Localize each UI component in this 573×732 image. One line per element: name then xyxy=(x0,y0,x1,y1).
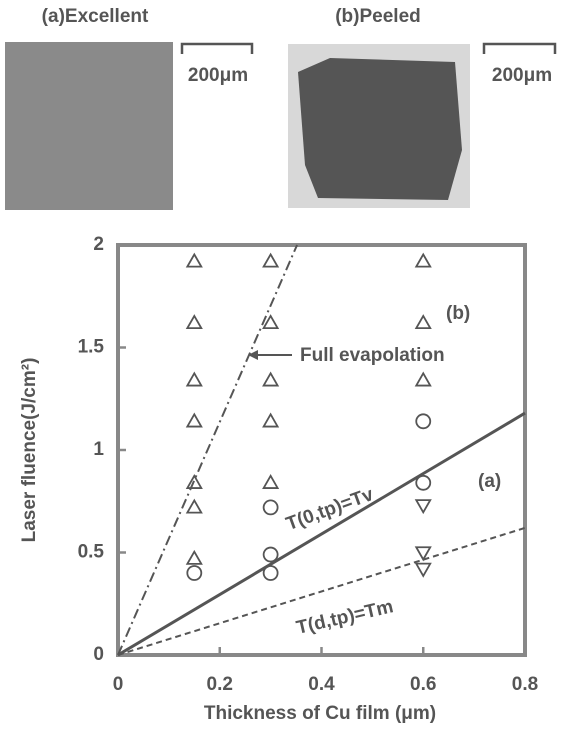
annotation: (b) xyxy=(446,303,470,324)
point xyxy=(185,473,203,489)
point xyxy=(185,498,203,514)
scale-bar xyxy=(482,42,557,54)
x-tick-label: 0.8 xyxy=(512,674,538,695)
point xyxy=(262,499,279,516)
y-tick-label: 1 xyxy=(93,439,104,460)
point xyxy=(262,412,280,428)
photo-excellent xyxy=(5,42,173,210)
annotation: (a) xyxy=(478,471,501,492)
y-tick-label: 1.5 xyxy=(78,337,105,358)
fit-line xyxy=(117,411,526,657)
x-axis-label: Thickness of Cu film (μm) xyxy=(204,703,436,724)
arrow-head xyxy=(248,350,258,360)
point xyxy=(414,562,432,578)
point xyxy=(414,499,432,515)
point xyxy=(185,412,203,428)
point xyxy=(414,546,432,562)
scale-bar xyxy=(180,42,254,54)
point xyxy=(185,252,203,268)
photo-peeled xyxy=(298,58,462,200)
point xyxy=(262,565,279,581)
point xyxy=(415,413,432,430)
point xyxy=(185,314,203,330)
point xyxy=(185,549,203,565)
point xyxy=(262,473,280,489)
y-tick-label: 0 xyxy=(93,644,104,665)
y-axis-label: Laser fluence(J/cm²) xyxy=(19,358,40,543)
point xyxy=(262,314,280,330)
panel-label: (b)Peeled xyxy=(335,6,421,27)
point xyxy=(262,546,279,563)
fit-line xyxy=(117,526,526,656)
y-tick-label: 2 xyxy=(93,234,104,255)
y-tick-label: 0.5 xyxy=(78,542,105,563)
point xyxy=(185,371,203,387)
point xyxy=(414,252,432,268)
point xyxy=(415,474,432,491)
point xyxy=(262,371,280,387)
point xyxy=(414,371,432,387)
x-tick-label: 0.4 xyxy=(308,674,335,695)
x-tick-label: 0.6 xyxy=(410,674,436,695)
line-label: T(d,tp)=Tm xyxy=(294,596,395,639)
fit-line xyxy=(117,244,298,656)
point xyxy=(414,314,432,330)
line-label: Full evapolation xyxy=(300,345,445,366)
point xyxy=(186,565,203,581)
panel-label: (a)Excellent xyxy=(42,6,149,27)
x-tick-label: 0.2 xyxy=(207,674,233,695)
scale-label: 200μm xyxy=(492,65,552,86)
x-tick-label: 0 xyxy=(113,674,124,695)
scale-label: 200μm xyxy=(188,65,248,86)
point xyxy=(262,252,280,268)
